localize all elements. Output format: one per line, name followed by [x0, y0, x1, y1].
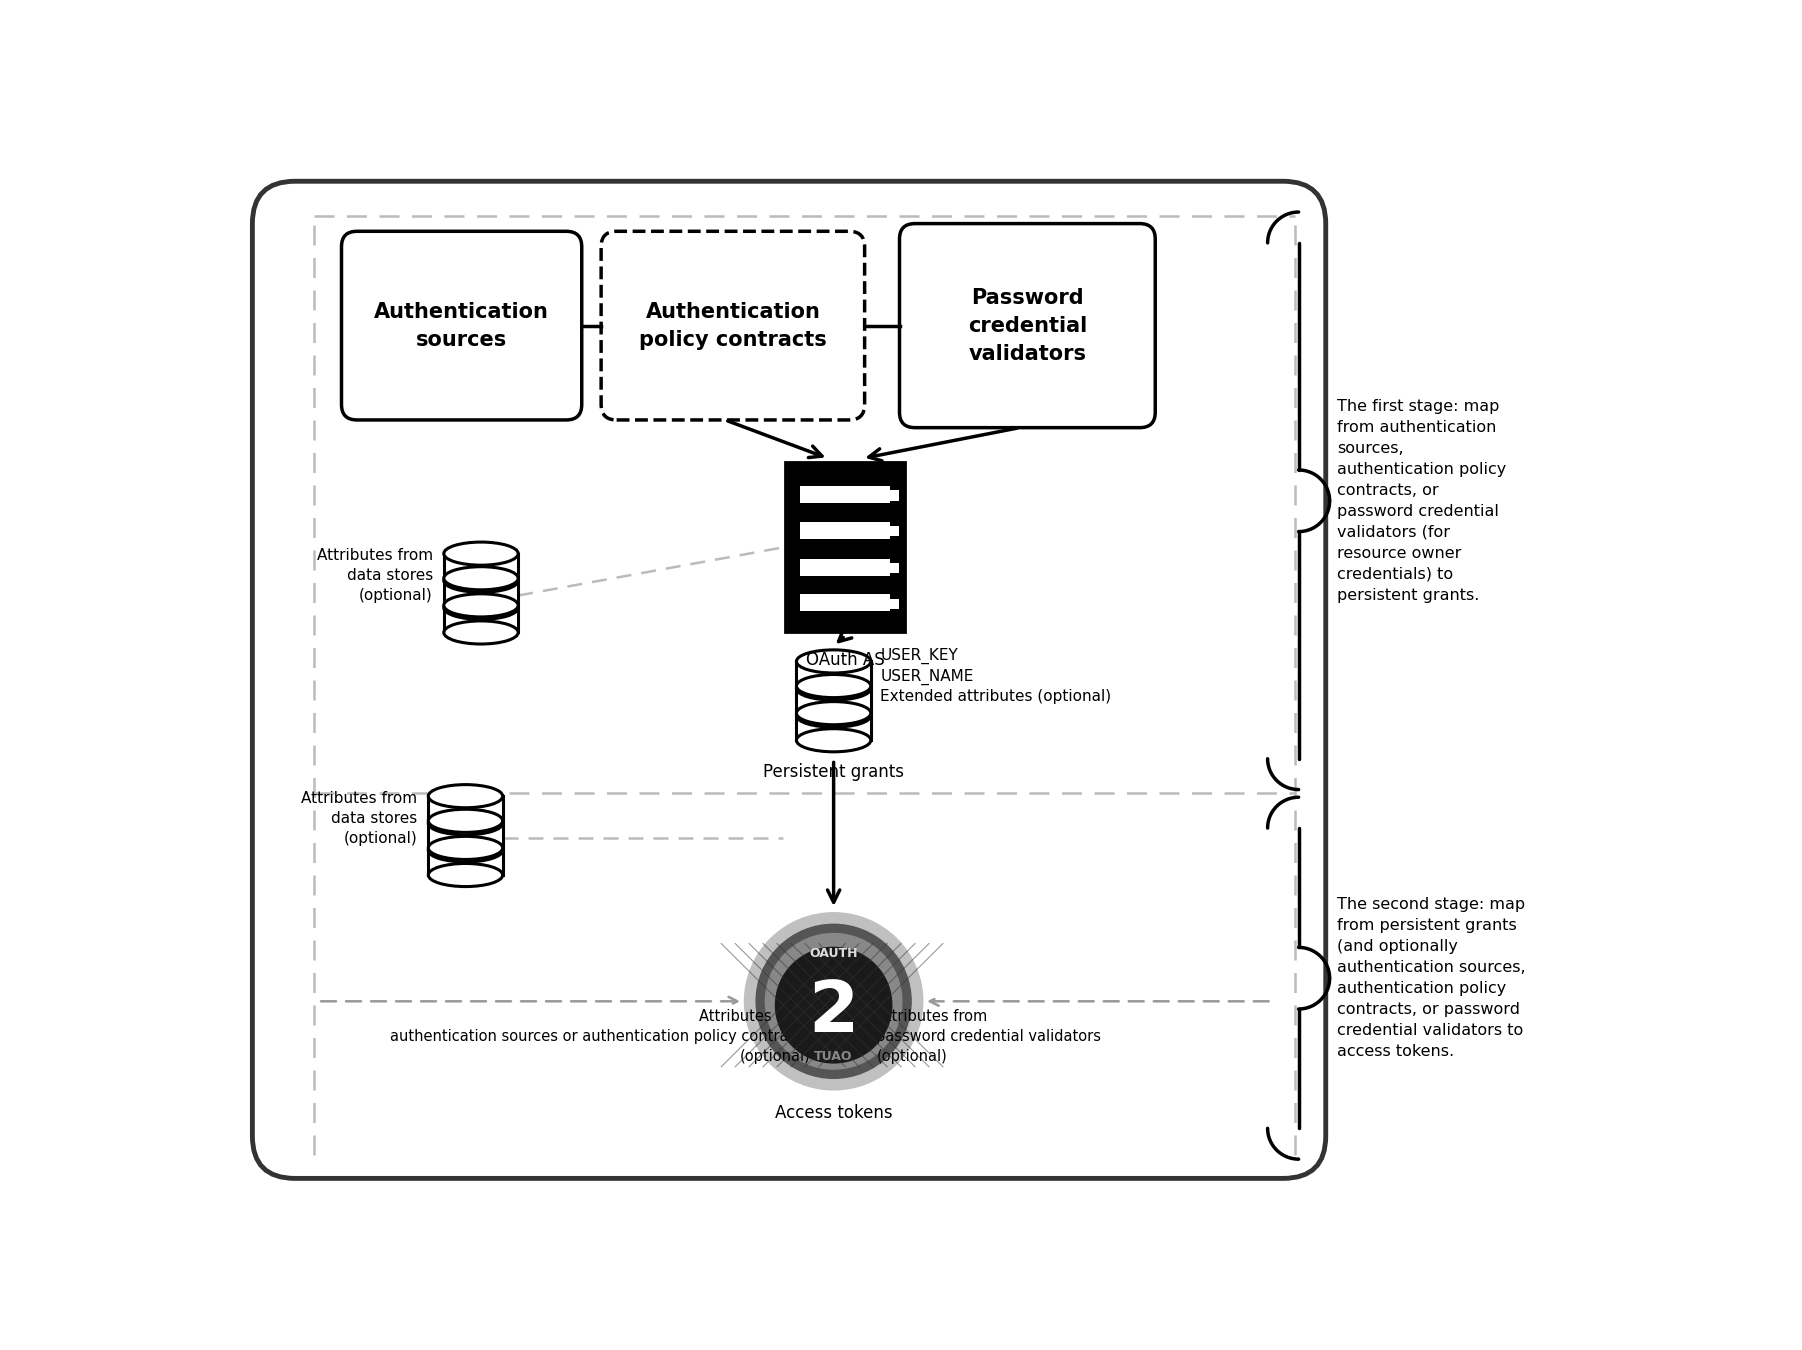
- Circle shape: [744, 913, 923, 1089]
- Text: The second stage: map
from persistent grants
(and optionally
authentication sour: The second stage: map from persistent gr…: [1337, 898, 1526, 1060]
- Ellipse shape: [796, 676, 870, 701]
- Ellipse shape: [796, 729, 870, 752]
- Text: Attributes from
authentication sources or authentication policy contracts
(optio: Attributes from authentication sources o…: [391, 1008, 811, 1064]
- Ellipse shape: [443, 567, 519, 590]
- Bar: [443, 580, 519, 605]
- Ellipse shape: [443, 543, 519, 566]
- FancyBboxPatch shape: [602, 231, 865, 420]
- Text: Attributes from
password credential validators
(optional): Attributes from password credential vali…: [876, 1008, 1101, 1064]
- Ellipse shape: [796, 705, 870, 728]
- Ellipse shape: [443, 597, 519, 620]
- Text: 2: 2: [809, 979, 860, 1048]
- Ellipse shape: [443, 621, 519, 644]
- Bar: [800, 559, 890, 576]
- Text: USER_KEY
USER_NAME
Extended attributes (optional): USER_KEY USER_NAME Extended attributes (…: [879, 648, 1112, 705]
- Bar: [796, 716, 870, 740]
- Ellipse shape: [443, 570, 519, 593]
- Text: Persistent grants: Persistent grants: [762, 763, 905, 782]
- Bar: [443, 554, 519, 578]
- Text: The first stage: map
from authentication
sources,
authentication policy
contract: The first stage: map from authentication…: [1337, 398, 1506, 603]
- Ellipse shape: [796, 675, 870, 698]
- Ellipse shape: [443, 594, 519, 617]
- Text: OAUTH: OAUTH: [809, 948, 858, 960]
- Circle shape: [766, 934, 901, 1069]
- Bar: [800, 521, 890, 539]
- Text: OAuth AS: OAuth AS: [805, 651, 885, 670]
- Bar: [888, 563, 899, 574]
- Ellipse shape: [796, 702, 870, 725]
- Bar: [800, 594, 890, 612]
- Text: Authentication
policy contracts: Authentication policy contracts: [640, 301, 827, 350]
- Ellipse shape: [429, 784, 503, 807]
- FancyBboxPatch shape: [899, 224, 1155, 428]
- FancyBboxPatch shape: [252, 181, 1326, 1179]
- Circle shape: [757, 925, 912, 1079]
- Ellipse shape: [796, 649, 870, 672]
- Bar: [786, 462, 905, 632]
- Bar: [796, 688, 870, 713]
- Bar: [800, 486, 890, 504]
- Text: TUAO: TUAO: [815, 1050, 852, 1064]
- Ellipse shape: [429, 837, 503, 860]
- Bar: [429, 824, 503, 848]
- Bar: [443, 608, 519, 632]
- Bar: [888, 526, 899, 536]
- Text: Attributes from
data stores
(optional): Attributes from data stores (optional): [301, 791, 418, 845]
- Bar: [888, 490, 899, 501]
- FancyBboxPatch shape: [342, 231, 582, 420]
- Ellipse shape: [429, 811, 503, 834]
- Text: Password
credential
validators: Password credential validators: [968, 288, 1087, 363]
- Ellipse shape: [429, 809, 503, 833]
- Bar: [429, 850, 503, 875]
- Text: Authentication
sources: Authentication sources: [375, 301, 550, 350]
- Bar: [429, 796, 503, 821]
- Ellipse shape: [429, 838, 503, 861]
- Ellipse shape: [429, 864, 503, 887]
- Text: Attributes from
data stores
(optional): Attributes from data stores (optional): [317, 548, 432, 603]
- Circle shape: [775, 948, 892, 1062]
- Bar: [888, 599, 899, 609]
- Bar: [796, 662, 870, 686]
- Text: Access tokens: Access tokens: [775, 1104, 892, 1122]
